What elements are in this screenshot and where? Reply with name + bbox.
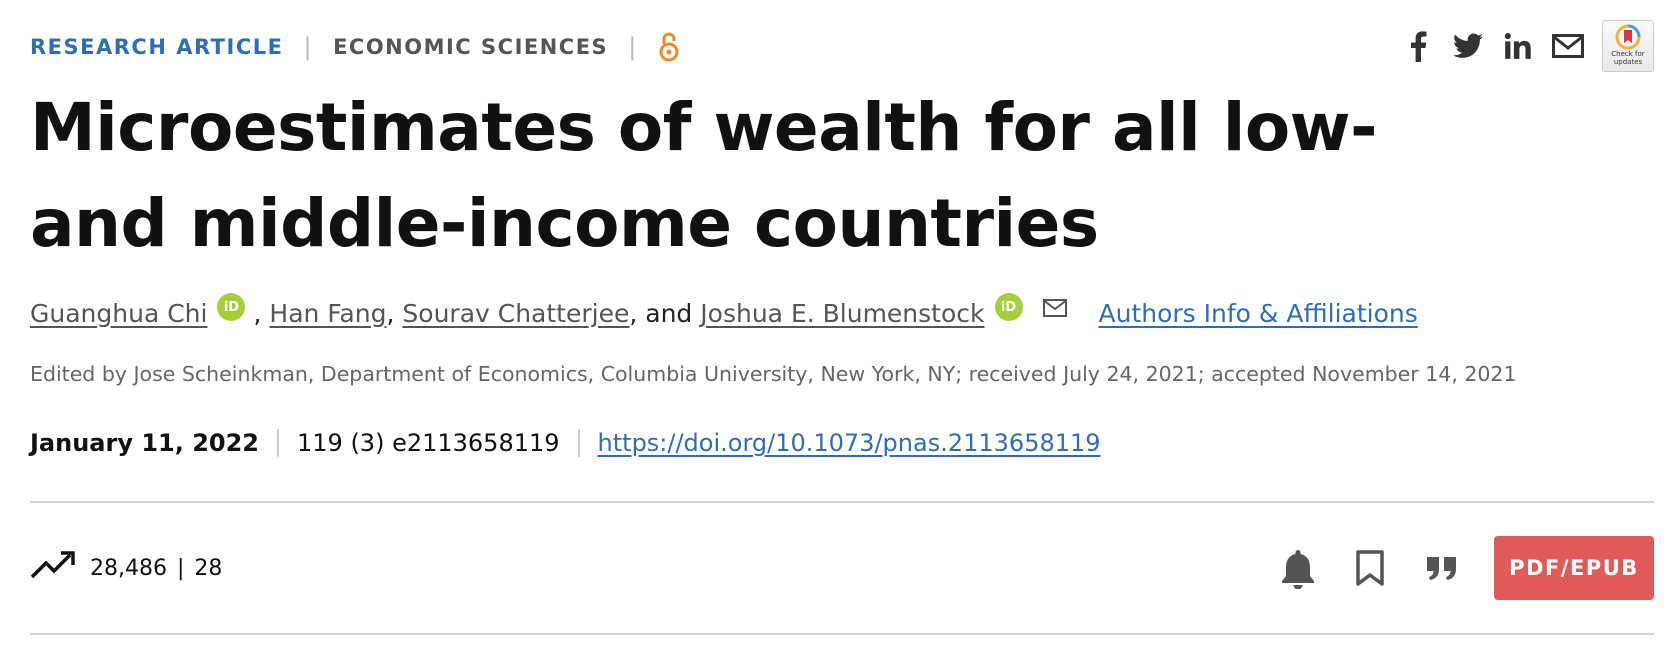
author-link[interactable]: Sourav Chatterjee bbox=[402, 298, 630, 328]
article-meta: RESEARCH ARTICLE | ECONOMIC SCIENCES | bbox=[30, 32, 680, 62]
publication-info: January 11, 2022 119 (3) e2113658119 htt… bbox=[30, 418, 1101, 468]
author-link[interactable]: Guanghua Chi bbox=[30, 298, 208, 328]
citation-count: 28 bbox=[194, 555, 223, 581]
open-access-icon bbox=[658, 31, 680, 63]
article-header: RESEARCH ARTICLE | ECONOMIC SCIENCES | bbox=[30, 0, 1654, 650]
author-separator: , bbox=[253, 298, 262, 328]
check-for-updates-label: Check for updates bbox=[1611, 50, 1645, 66]
edited-by-note: Edited by Jose Scheinkman, Department of… bbox=[30, 362, 1517, 386]
author-separator: , and bbox=[629, 298, 693, 328]
publication-date: January 11, 2022 bbox=[30, 429, 259, 457]
volume-issue: 119 (3) e2113658119 bbox=[277, 429, 578, 457]
article-title: Microestimates of wealth for all low- an… bbox=[30, 89, 1378, 262]
facebook-icon[interactable] bbox=[1402, 29, 1434, 63]
article-subject[interactable]: ECONOMIC SCIENCES bbox=[333, 35, 609, 59]
author-separator: , bbox=[386, 298, 395, 328]
cite-quote-icon[interactable] bbox=[1422, 546, 1462, 590]
check-for-updates-badge[interactable]: Check for updates bbox=[1602, 20, 1654, 72]
article-actions: PDF/EPUB bbox=[1278, 536, 1654, 600]
article-metrics[interactable]: 28,486 | 28 bbox=[30, 548, 222, 588]
article-type[interactable]: RESEARCH ARTICLE bbox=[30, 35, 284, 59]
linkedin-icon[interactable] bbox=[1502, 29, 1534, 63]
divider bbox=[30, 501, 1654, 503]
orcid-icon[interactable]: iD bbox=[994, 293, 1023, 321]
twitter-icon[interactable] bbox=[1452, 29, 1484, 63]
view-count: 28,486 bbox=[90, 555, 167, 581]
bookmark-icon[interactable] bbox=[1350, 546, 1390, 590]
bell-icon[interactable] bbox=[1278, 546, 1318, 590]
doi-link[interactable]: https://doi.org/10.1073/pnas.2113658119 bbox=[577, 429, 1101, 457]
corresponding-author-mail-icon[interactable] bbox=[1042, 299, 1067, 317]
email-icon[interactable] bbox=[1552, 29, 1584, 63]
author-link[interactable]: Joshua E. Blumenstock bbox=[700, 298, 985, 328]
trending-up-icon bbox=[30, 550, 76, 586]
meta-divider: | bbox=[303, 33, 314, 61]
pdf-epub-button[interactable]: PDF/EPUB bbox=[1494, 536, 1654, 600]
meta-divider: | bbox=[628, 33, 638, 61]
authors-affiliations-link[interactable]: Authors Info & Affiliations bbox=[1098, 298, 1418, 328]
author-link[interactable]: Han Fang bbox=[269, 298, 387, 328]
check-for-updates-icon bbox=[1615, 24, 1641, 50]
share-bar: Check for updates bbox=[1402, 20, 1654, 72]
divider bbox=[30, 633, 1654, 635]
author-list: Guanghua Chi iD , Han Fang , Sourav Chat… bbox=[30, 293, 1418, 333]
orcid-icon[interactable]: iD bbox=[217, 293, 246, 321]
metrics-separator: | bbox=[176, 555, 185, 581]
